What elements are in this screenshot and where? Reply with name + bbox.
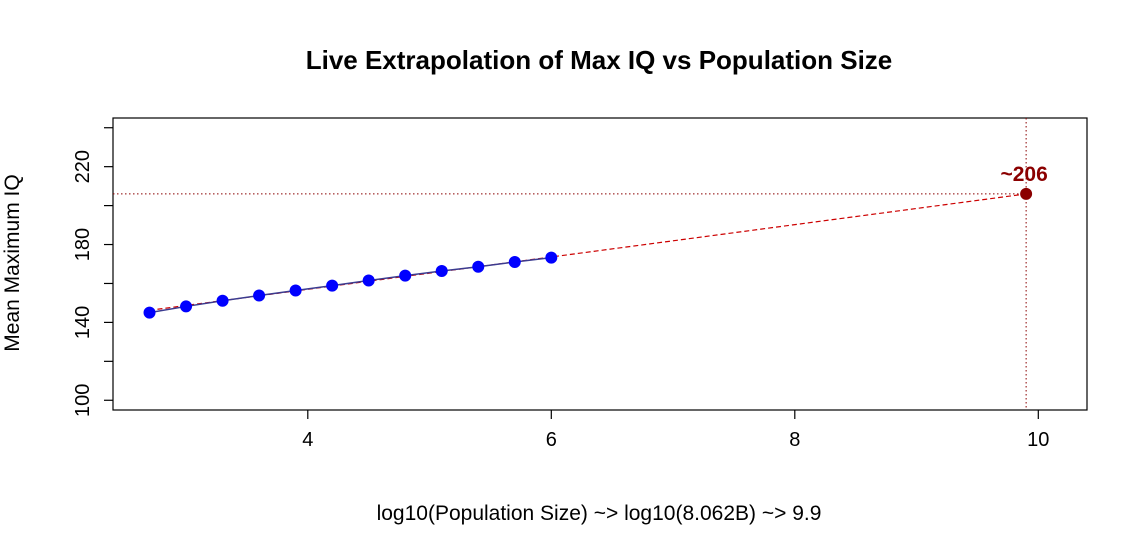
data-point-6: [362, 274, 375, 287]
series-line-0: [149, 256, 552, 314]
extrapolation-layer: ~206: [1000, 163, 1048, 200]
x-tick-label-1: 6: [546, 429, 557, 451]
x-tick-label-3: 10: [1027, 429, 1049, 451]
series-layer: [143, 251, 558, 319]
data-point-2: [216, 294, 229, 307]
x-tick-label-0: 4: [302, 429, 313, 451]
y-axis-label: Mean Maximum IQ: [1, 174, 24, 351]
data-point-8: [435, 265, 448, 278]
data-point-7: [399, 269, 412, 282]
extrapolated-point-label: ~206: [1000, 163, 1047, 186]
data-point-1: [180, 300, 193, 313]
x-axis-label: log10(Population Size) ~> log10(8.062B) …: [377, 502, 822, 525]
x-axis: 4 6 8 10: [302, 410, 1049, 451]
data-point-5: [326, 279, 339, 292]
y-tick-label-2: 180: [72, 228, 94, 261]
y-axis: 100 140 180 220: [72, 127, 113, 417]
x-tick-label-2: 8: [789, 429, 800, 451]
chart-title: Live Extrapolation of Max IQ vs Populati…: [306, 45, 893, 75]
data-point-10: [508, 256, 521, 269]
data-point-0: [143, 306, 156, 319]
y-tick-label-3: 220: [72, 150, 94, 183]
y-tick-label-1: 140: [72, 306, 94, 339]
data-point-4: [289, 284, 302, 297]
data-point-11: [545, 251, 558, 264]
data-point-3: [253, 289, 266, 302]
y-tick-label-0: 100: [72, 384, 94, 417]
extrapolated-point: [1020, 187, 1033, 200]
reference-lines: [113, 118, 1027, 410]
plot-frame: [112, 117, 1088, 411]
data-point-9: [472, 260, 485, 273]
